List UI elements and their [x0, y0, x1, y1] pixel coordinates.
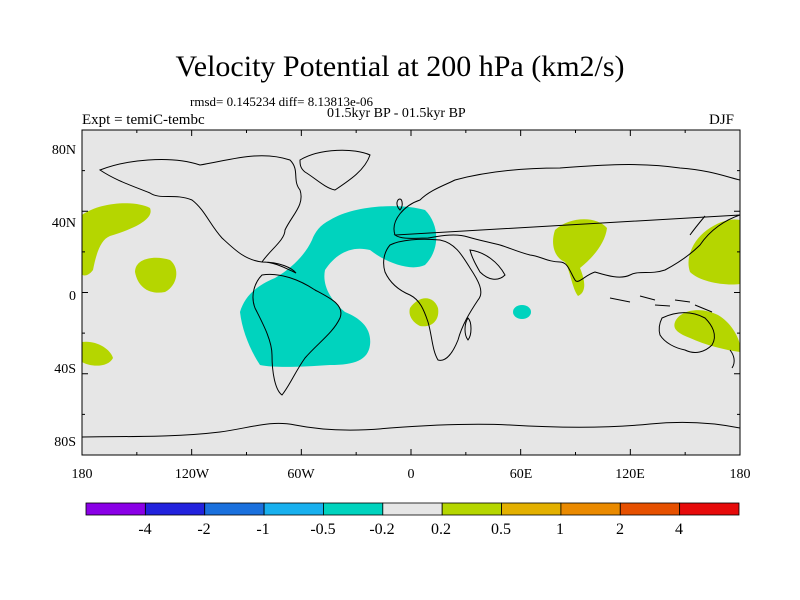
positive-anomaly-asia: [553, 219, 607, 296]
colorbar-label: 1: [556, 521, 564, 538]
positive-anomaly-north-pacific-west: [82, 203, 151, 276]
lat-label-40s: 40S: [54, 362, 76, 377]
coast-arabia: [469, 249, 506, 280]
lon-label-0: 0: [408, 467, 415, 482]
period-subtitle: 01.5kyr BP - 01.5kyr BP: [327, 106, 466, 121]
colorbar-box: [679, 502, 740, 516]
colorbar-label: -0.2: [369, 521, 394, 538]
lon-label-180w: 180: [72, 467, 93, 482]
lat-label-80n: 80N: [52, 143, 76, 158]
colorbar-box: [263, 502, 324, 516]
positive-anomaly-west-pacific: [688, 219, 740, 285]
colorbar-label: -0.5: [310, 521, 335, 538]
lat-label-40n: 40N: [52, 216, 76, 231]
colorbar-box: [501, 502, 562, 516]
experiment-label: Expt = temiC-tembc: [82, 112, 205, 128]
colorbar-label: -1: [256, 521, 269, 538]
coast-japan: [689, 215, 706, 236]
coast-eurasia: [393, 164, 740, 282]
coast-africa: [383, 238, 482, 361]
map-frame: [81, 129, 741, 456]
colorbar-box: [204, 502, 265, 516]
colorbar-box: [144, 502, 206, 516]
coastlines: [82, 149, 740, 438]
map-background: [82, 130, 740, 455]
colorbar-box: [441, 502, 502, 516]
lon-label-60e: 60E: [510, 467, 533, 482]
coast-south-america: [252, 273, 342, 396]
coast-australia: [658, 312, 715, 353]
lat-label-80s: 80S: [54, 435, 76, 450]
colorbar: [85, 502, 740, 516]
coast-uk: [396, 198, 403, 211]
colorbar-label: 2: [616, 521, 624, 538]
coast-indonesia: [609, 295, 713, 313]
positive-anomaly-australia: [674, 310, 740, 352]
lon-label-120w: 120W: [175, 467, 210, 482]
lon-label-60w: 60W: [287, 467, 315, 482]
positive-anomaly-central-pacific: [135, 257, 177, 293]
colorbar-label: -4: [138, 521, 151, 538]
lon-label-120e: 120E: [615, 467, 645, 482]
colorbar-box: [85, 502, 146, 516]
season-label: DJF: [709, 112, 735, 128]
positive-anomaly-south-pacific: [82, 341, 113, 366]
colorbar-label: 4: [675, 521, 683, 538]
coast-north-america: [98, 155, 302, 274]
stats-subtitle: rmsd= 0.145234 diff= 8.13813e-06: [190, 94, 374, 109]
plot-title: Velocity Potential at 200 hPa (km2/s): [175, 50, 625, 83]
colorbar-label: 0.5: [491, 521, 511, 538]
colorbar-box: [382, 502, 443, 516]
negative-anomaly-indian-ocean: [513, 305, 531, 319]
colorbar-labels: -4 -2 -1 -0.5 -0.2 0.2 0.5 1 2 4: [138, 521, 683, 538]
coast-antarctica: [82, 421, 740, 438]
coast-madagascar: [464, 317, 472, 341]
lon-label-180e: 180: [730, 467, 751, 482]
colorbar-box: [560, 502, 621, 516]
negative-anomaly-americas-atlantic: [240, 206, 437, 367]
coast-greenland: [299, 149, 371, 191]
colorbar-box: [323, 502, 384, 516]
colorbar-label: -2: [197, 521, 210, 538]
lat-label-0: 0: [69, 289, 76, 304]
coast-new-zealand: [729, 349, 735, 369]
colorbar-box: [619, 502, 681, 516]
colorbar-label: 0.2: [431, 521, 451, 538]
shaded-regions: [82, 203, 740, 367]
